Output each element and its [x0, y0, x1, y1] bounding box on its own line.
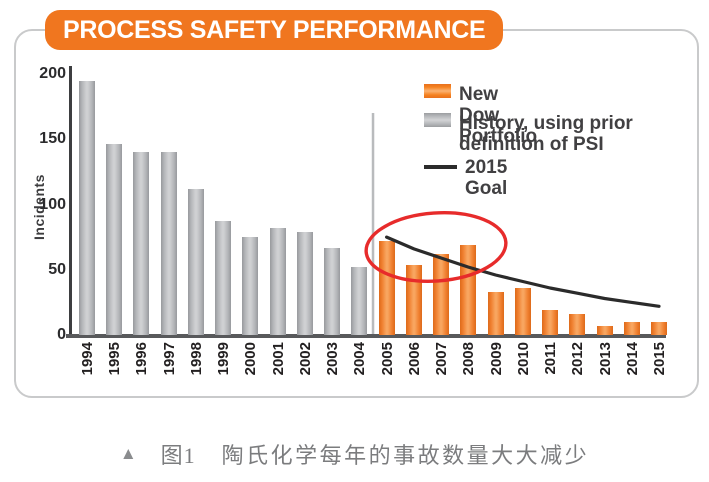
x-axis [66, 334, 666, 338]
bar-2007 [433, 254, 450, 335]
bar-2013 [596, 325, 613, 335]
bar-1994 [79, 80, 95, 335]
bar-1998 [187, 188, 204, 335]
goal-line-swatch-icon [424, 165, 457, 169]
legend-label: History, using prior definition of PSI [459, 113, 633, 155]
gray-swatch-icon [424, 113, 451, 127]
bar-2009 [487, 291, 504, 335]
y-tick-200: 200 [39, 65, 66, 82]
legend-item-goal: 2015 Goal [424, 157, 507, 199]
chart-title-badge: PROCESS SAFETY PERFORMANCE [45, 10, 504, 50]
highlight-ellipse [364, 211, 508, 283]
bar-2001 [269, 227, 286, 335]
bar-1999 [215, 221, 232, 335]
legend-label: 2015 Goal [465, 157, 508, 199]
legend-item-history: History, using prior definition of PSI [424, 113, 641, 155]
y-tick-150: 150 [39, 130, 66, 148]
bar-2012 [569, 314, 586, 335]
legend-item-new-dow: New Dow Portfolio [424, 84, 537, 147]
bar-2004 [351, 267, 368, 335]
y-tick-100: 100 [39, 195, 66, 213]
bar-2005 [378, 241, 395, 335]
orange-swatch-icon [424, 84, 451, 98]
figure-caption: ▲ 图1 陶氏化学每年的事故数量大大减少 [0, 438, 709, 470]
y-tick-50: 50 [48, 260, 66, 278]
bar-2011 [542, 310, 559, 335]
bar-1997 [160, 152, 177, 335]
legend-label: New Dow Portfolio [459, 84, 538, 147]
y-tick-0: 0 [57, 326, 66, 343]
bar-1995 [106, 144, 123, 335]
bar-2002 [296, 231, 313, 335]
bar-2015 [651, 321, 668, 335]
bar-2014 [623, 321, 640, 335]
figure-number: 图1 [160, 443, 196, 468]
figure-caption-text: 陶氏化学每年的事故数量大大减少 [221, 443, 590, 468]
bar-1996 [133, 152, 150, 335]
bar-2010 [514, 288, 531, 335]
chart-card: Incidents 0 50 100 150 200 1994 1995 1996 1997 1… [14, 29, 699, 398]
bar-2000 [242, 237, 259, 335]
triangle-marker-icon: ▲ [119, 444, 137, 463]
bar-2003 [324, 247, 341, 335]
goal-line [385, 235, 661, 308]
y-axis [69, 66, 72, 337]
